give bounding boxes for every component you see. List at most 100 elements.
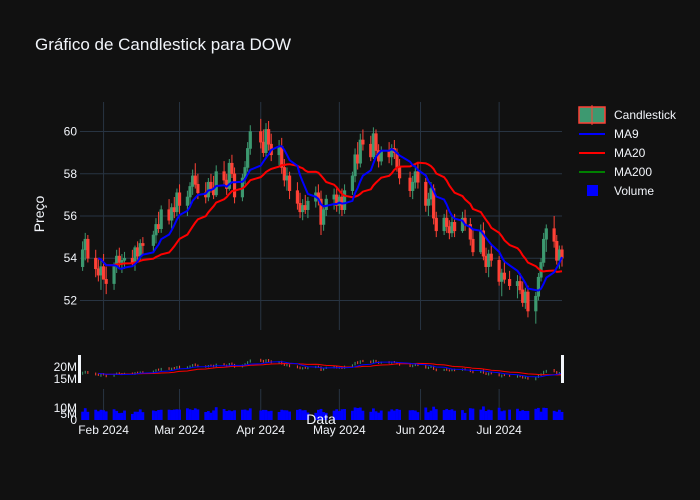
- volume-bar[interactable]: [500, 411, 504, 420]
- candle[interactable]: [526, 285, 530, 318]
- volume-bar[interactable]: [83, 408, 87, 420]
- volume-bar[interactable]: [526, 410, 530, 420]
- volume-bar[interactable]: [94, 409, 98, 420]
- volume-bar[interactable]: [539, 411, 543, 420]
- candle[interactable]: [497, 256, 501, 286]
- volume-bar[interactable]: [112, 409, 116, 420]
- candle[interactable]: [193, 163, 197, 189]
- volume-bar[interactable]: [206, 411, 210, 420]
- volume-bar[interactable]: [204, 412, 208, 420]
- candle[interactable]: [246, 142, 250, 172]
- volume-bar[interactable]: [248, 408, 252, 420]
- candle[interactable]: [295, 182, 300, 210]
- candle[interactable]: [222, 161, 226, 185]
- candle[interactable]: [542, 232, 546, 267]
- range-ma20-line[interactable]: [98, 362, 563, 376]
- candle[interactable]: [267, 121, 271, 151]
- candle[interactable]: [232, 167, 237, 204]
- candle[interactable]: [188, 182, 192, 206]
- volume-bar[interactable]: [159, 409, 163, 420]
- candle[interactable]: [159, 205, 163, 233]
- volume-bar[interactable]: [172, 409, 176, 420]
- volume-bar[interactable]: [374, 411, 378, 420]
- candle[interactable]: [544, 224, 548, 252]
- volume-bar[interactable]: [322, 412, 326, 420]
- volume-bar[interactable]: [115, 410, 119, 420]
- volume-bar[interactable]: [424, 407, 428, 420]
- candle[interactable]: [170, 203, 174, 229]
- candle[interactable]: [151, 230, 155, 252]
- candle[interactable]: [518, 273, 522, 295]
- candle[interactable]: [434, 211, 438, 238]
- volume-bar[interactable]: [369, 411, 373, 420]
- volume-bar[interactable]: [324, 412, 328, 420]
- volume-bar[interactable]: [555, 411, 559, 420]
- volume-bar[interactable]: [96, 411, 100, 420]
- candle[interactable]: [426, 192, 431, 216]
- volume-bar[interactable]: [351, 410, 354, 420]
- candle[interactable]: [552, 216, 556, 248]
- candle[interactable]: [358, 133, 362, 168]
- volume-bar[interactable]: [358, 407, 362, 420]
- volume-bar[interactable]: [337, 411, 341, 420]
- candle[interactable]: [259, 118, 263, 149]
- volume-bar[interactable]: [335, 409, 339, 420]
- volume-bar[interactable]: [516, 408, 519, 420]
- volume-bar[interactable]: [518, 411, 522, 420]
- volume-bar[interactable]: [429, 410, 433, 420]
- candle[interactable]: [445, 209, 449, 233]
- volume-bar[interactable]: [434, 409, 438, 420]
- volume-bar[interactable]: [186, 408, 189, 420]
- volume-bar[interactable]: [502, 410, 506, 420]
- legend-item-ma9[interactable]: MA9: [579, 127, 639, 141]
- candle[interactable]: [287, 171, 292, 200]
- candle[interactable]: [101, 254, 106, 280]
- volume-bar[interactable]: [246, 410, 250, 420]
- volume-bar[interactable]: [468, 408, 472, 420]
- candle[interactable]: [361, 129, 365, 151]
- legend-item-ma200[interactable]: MA200: [579, 165, 652, 179]
- volume-bar[interactable]: [154, 411, 158, 420]
- candle[interactable]: [416, 163, 420, 189]
- volume-bar[interactable]: [264, 409, 268, 420]
- volume-bar[interactable]: [267, 411, 271, 420]
- volume-bar[interactable]: [175, 409, 179, 420]
- volume-bar[interactable]: [117, 413, 121, 420]
- volume-bar[interactable]: [102, 410, 105, 420]
- range-handle-right[interactable]: [561, 355, 564, 383]
- candle[interactable]: [175, 188, 179, 216]
- range-ma9-line[interactable]: [98, 361, 563, 378]
- volume-bar[interactable]: [191, 410, 195, 420]
- ma9-line[interactable]: [97, 145, 563, 292]
- candle[interactable]: [471, 228, 475, 257]
- volume-bar[interactable]: [508, 409, 512, 420]
- volume-bar[interactable]: [316, 409, 320, 420]
- volume-bar[interactable]: [544, 407, 548, 420]
- volume-bar[interactable]: [261, 409, 265, 420]
- volume-bar[interactable]: [398, 409, 401, 420]
- candle[interactable]: [282, 159, 286, 187]
- candle[interactable]: [122, 251, 127, 269]
- candle[interactable]: [117, 247, 121, 269]
- volume-bar[interactable]: [296, 409, 299, 420]
- volume-bar[interactable]: [193, 408, 197, 420]
- volume-bar[interactable]: [408, 410, 412, 420]
- volume-bar[interactable]: [387, 411, 391, 420]
- volume-bar[interactable]: [416, 412, 420, 420]
- volume-bar[interactable]: [241, 409, 244, 420]
- volume-bar[interactable]: [487, 409, 491, 420]
- candle[interactable]: [214, 165, 218, 197]
- volume-bar[interactable]: [233, 410, 236, 420]
- candle[interactable]: [342, 184, 347, 214]
- volume-bar[interactable]: [442, 410, 446, 420]
- volume-bar[interactable]: [285, 410, 289, 420]
- candle[interactable]: [536, 273, 541, 301]
- range-handle-left[interactable]: [78, 355, 81, 383]
- volume-bar[interactable]: [157, 410, 160, 420]
- candle[interactable]: [230, 154, 234, 178]
- volume-bar[interactable]: [353, 407, 357, 420]
- volume-bar[interactable]: [136, 411, 140, 420]
- volume-bar[interactable]: [450, 409, 454, 420]
- candle[interactable]: [534, 292, 538, 324]
- volume-bar[interactable]: [319, 408, 323, 420]
